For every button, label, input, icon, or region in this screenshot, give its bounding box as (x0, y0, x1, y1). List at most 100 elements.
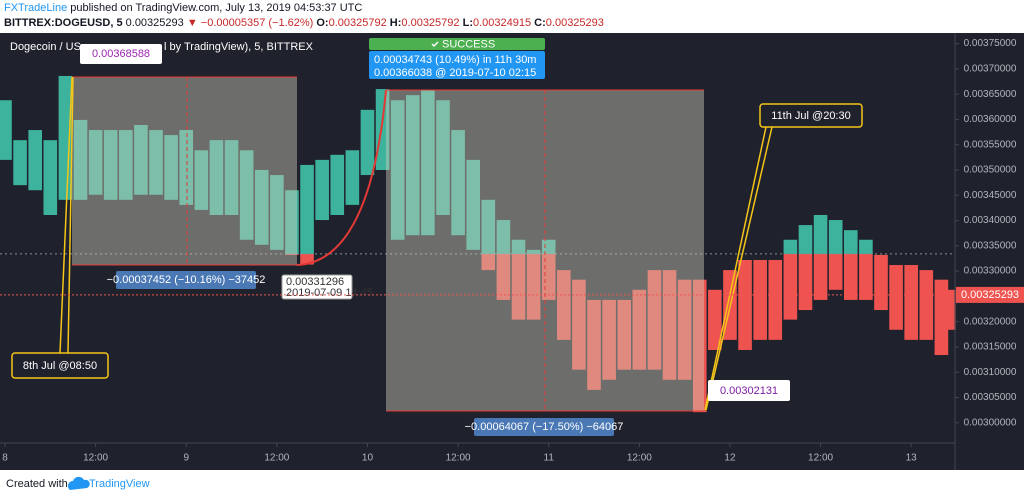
price-bar (587, 299, 601, 390)
price-bar (315, 159, 329, 221)
ohlc-value: 0.00325792 (329, 17, 387, 29)
y-tick-label: 0.00345000 (964, 190, 1017, 201)
price-bar (209, 140, 224, 215)
callout-line (67, 76, 74, 354)
price-bar (889, 265, 903, 330)
ohlc-value: 0.00325792 (401, 17, 459, 29)
x-tick-label: 12:00 (264, 453, 289, 464)
price-bar (813, 214, 828, 300)
y-tick-label: 0.00310000 (964, 367, 1017, 378)
price-bar (360, 109, 375, 176)
plot (0, 75, 956, 413)
y-tick-label: 0.00340000 (964, 215, 1017, 226)
callout-line (704, 126, 767, 411)
y-tick-label: 0.00315000 (964, 342, 1017, 353)
footer-text: Created with (6, 478, 68, 490)
label-box (11, 352, 109, 379)
y-tick-label: 0.00335000 (964, 240, 1017, 251)
range-box (72, 77, 297, 265)
price-bar (572, 279, 586, 370)
price-bar (662, 270, 677, 380)
price-bar (179, 130, 194, 205)
footer-brand[interactable]: TradingView (89, 478, 150, 490)
author[interactable]: FXTradeLine (4, 2, 67, 14)
x-tick-label: 12:00 (627, 453, 652, 464)
price-bar (345, 150, 360, 205)
price-bar (677, 279, 692, 380)
x-tick-label: 12:00 (446, 453, 471, 464)
y-tick-label: 0.00370000 (964, 64, 1017, 75)
price-bar (194, 150, 209, 210)
price-bar (617, 299, 632, 370)
x-tick-label: 12:00 (808, 453, 833, 464)
x-tick-label: 12:00 (83, 453, 108, 464)
price-bar (798, 225, 813, 311)
annotation: −0.00037452 (−10.16%) −37452 (107, 274, 266, 286)
callout-line (705, 126, 773, 411)
ohlc-value: 0.00324915 (473, 17, 531, 29)
price-bar (436, 100, 450, 215)
label-box (369, 38, 545, 50)
price-bar (390, 100, 405, 240)
price-bar (466, 159, 480, 250)
x-tick-label: 8 (2, 453, 8, 464)
price-bar (451, 130, 465, 236)
ohlc-label: H: (390, 17, 402, 29)
y-tick-label: 0.00365000 (964, 89, 1017, 100)
x-tick-label: 9 (183, 453, 189, 464)
header-line2: BITTREX:DOGEUSD, 5 0.00325293 ▼ −0.00005… (4, 17, 604, 29)
y-tick-label: 0.00330000 (964, 266, 1017, 277)
annotation: −0.00064067 (−17.50%) −64067 (465, 421, 624, 433)
x-tick-label: 10 (362, 453, 374, 464)
range-box (386, 90, 704, 411)
price-bar (919, 270, 934, 340)
price-bar (224, 140, 239, 215)
annotation: 0.00368588 (92, 48, 150, 60)
price-bar (526, 249, 541, 320)
price-bar (632, 289, 647, 370)
price-bar (134, 124, 148, 195)
x-tick-label: 13 (906, 453, 918, 464)
price-bar (330, 154, 345, 215)
callout-line (59, 76, 73, 354)
price-bar (103, 130, 118, 200)
price-bar (768, 259, 783, 340)
annotation: 11th Jul @20:30 (771, 110, 850, 122)
price-bar (692, 279, 707, 413)
annotation: 0.00366038 @ 2019-07-10 02:15 (374, 67, 536, 79)
price-bar (602, 299, 616, 380)
trend-curve (296, 89, 387, 266)
annotation: 0.00302131 (720, 385, 778, 397)
price-bar (375, 89, 390, 170)
price-bar (73, 119, 88, 200)
price-bar (88, 130, 103, 195)
annotation: 0.00034743 (10.49%) in 11h 30m (374, 54, 536, 66)
price-bar (164, 135, 178, 200)
label-box (759, 103, 863, 128)
price-bar (0, 100, 12, 160)
header-line1: FXTradeLine published on TradingView.com… (4, 2, 362, 14)
price-bar (753, 259, 767, 340)
y-tick-label: 0.00305000 (964, 392, 1017, 403)
ohlc-label: C: (534, 17, 546, 29)
price-bar (904, 265, 918, 340)
check-icon (431, 41, 439, 48)
chart-title: Dogecoin / US (10, 41, 81, 53)
price-bar (300, 164, 314, 265)
label-box (474, 418, 614, 436)
logo-icon (68, 476, 90, 490)
label-box (281, 274, 353, 300)
last-price-box (956, 286, 1024, 303)
x-tick-label: 11 (544, 453, 555, 464)
price-bar (239, 150, 254, 240)
price-bar (58, 75, 73, 200)
y-tick-label: 0.00320000 (964, 316, 1017, 327)
y-tick-label: 0.00300000 (964, 417, 1017, 428)
price-bar (783, 239, 798, 320)
annotation: SUCCESS (442, 38, 495, 50)
price-bar (557, 270, 571, 340)
ohlc-value: 0.00325293 (546, 17, 604, 29)
price-bar (942, 289, 956, 330)
published: published on TradingView.com, July 13, 2… (70, 2, 362, 14)
overlays: Dogecoin / US l by TradingView), 5, BITT… (0, 38, 955, 436)
